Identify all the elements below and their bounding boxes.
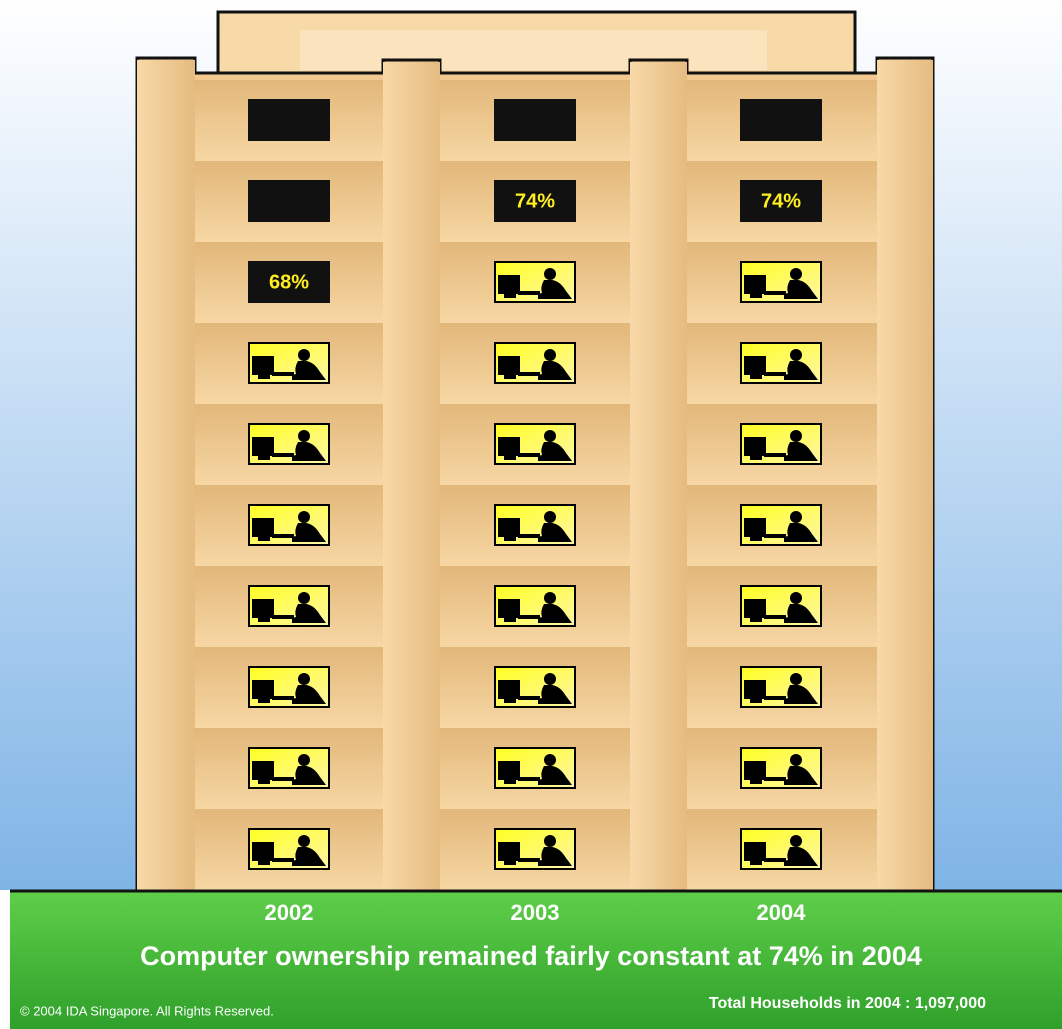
lit-window: [741, 586, 821, 626]
lit-window: [249, 667, 329, 707]
chart-title: Computer ownership remained fairly const…: [140, 941, 922, 971]
lit-window: [495, 667, 575, 707]
lit-window: [249, 424, 329, 464]
lit-window: [495, 343, 575, 383]
lit-window: [741, 829, 821, 869]
pillar: [137, 60, 195, 890]
lit-window: [741, 667, 821, 707]
dark-window: [494, 99, 576, 141]
roof-panel: [300, 30, 767, 70]
value-label: 74%: [515, 190, 555, 212]
x-tick-label: 2003: [511, 900, 560, 925]
lit-window: [741, 262, 821, 302]
lit-window: [495, 505, 575, 545]
dark-window: [248, 180, 330, 222]
lit-window: [249, 505, 329, 545]
dark-window: [248, 99, 330, 141]
copyright: © 2004 IDA Singapore. All Rights Reserve…: [20, 1003, 274, 1018]
lit-window: [741, 748, 821, 788]
lit-window: [495, 424, 575, 464]
lit-window: [741, 343, 821, 383]
lit-window: [495, 262, 575, 302]
lit-window: [741, 505, 821, 545]
value-label: 68%: [269, 271, 309, 293]
x-tick-label: 2004: [757, 900, 807, 925]
lit-window: [741, 424, 821, 464]
lit-window: [249, 586, 329, 626]
dark-window: [740, 99, 822, 141]
pillar: [877, 60, 933, 890]
lit-window: [249, 829, 329, 869]
lit-window: [495, 748, 575, 788]
value-label: 74%: [761, 190, 801, 212]
pillar: [630, 62, 687, 890]
page: {"chart_data": {"type": "pictogram", "ti…: [0, 0, 1062, 1029]
chart: 68% 74% 74% Computer ownership remained fa…: [0, 0, 1062, 1029]
note: Total Households in 2004 : 1,097,000: [709, 995, 986, 1012]
x-tick-label: 2002: [265, 900, 314, 925]
pillar: [383, 62, 440, 890]
lit-window: [495, 829, 575, 869]
lit-window: [495, 586, 575, 626]
lit-window: [249, 343, 329, 383]
lit-window: [249, 748, 329, 788]
